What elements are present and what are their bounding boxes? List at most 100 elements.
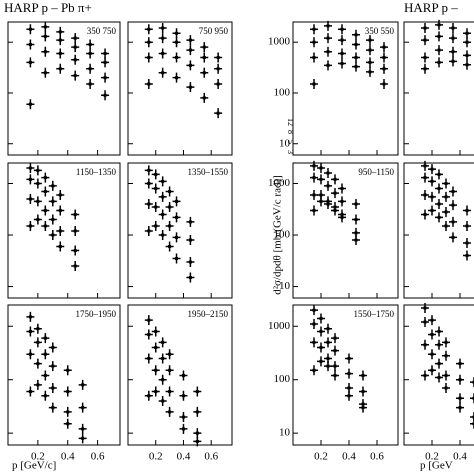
data-point: [81, 383, 85, 387]
data-point: [161, 233, 165, 237]
data-point: [465, 224, 469, 228]
data-point: [88, 82, 92, 86]
data-point: [43, 71, 47, 75]
data-point: [451, 235, 455, 239]
data-point: [66, 390, 70, 394]
data-point: [161, 399, 165, 403]
data-point: [333, 349, 337, 353]
data-point: [51, 199, 55, 203]
panel-label: 1750–1950: [76, 309, 117, 319]
data-point: [333, 373, 337, 377]
data-point: [437, 343, 441, 347]
data-point: [147, 394, 151, 398]
data-point: [451, 220, 455, 224]
data-point: [161, 26, 165, 30]
data-point: [88, 43, 92, 47]
data-point: [326, 36, 330, 40]
data-point: [319, 316, 323, 320]
data-point: [43, 189, 47, 193]
data-point: [437, 375, 441, 379]
data-point: [51, 406, 55, 410]
data-point: [472, 422, 474, 426]
data-point: [354, 238, 358, 242]
data-point: [147, 333, 151, 337]
plot-frame: [7, 304, 121, 446]
data-point: [312, 82, 316, 86]
data-point: [161, 179, 165, 183]
data-point: [161, 51, 165, 55]
data-point: [188, 238, 192, 242]
data-point: [88, 51, 92, 55]
y-tick-label: 100: [274, 373, 291, 385]
data-point: [168, 224, 172, 228]
data-point: [319, 177, 323, 181]
data-point: [361, 406, 365, 410]
data-point: [444, 340, 448, 344]
data-point: [451, 26, 455, 30]
y-tick-label: 1000: [268, 320, 291, 332]
data-point: [465, 63, 469, 67]
data-point: [168, 352, 172, 356]
data-point: [195, 431, 199, 435]
data-point: [437, 215, 441, 219]
data-point: [36, 182, 40, 186]
data-point: [347, 394, 351, 398]
data-point: [472, 415, 474, 419]
data-point: [312, 164, 316, 168]
data-point: [333, 364, 337, 368]
plot-frame: [127, 304, 233, 446]
data-point: [154, 329, 158, 333]
data-point: [347, 372, 351, 376]
panel-label: 350 550: [365, 26, 395, 36]
data-point: [66, 422, 70, 426]
data-point: [423, 343, 427, 347]
data-point: [361, 373, 365, 377]
data-point: [472, 380, 474, 384]
data-point: [326, 340, 330, 344]
data-point: [430, 318, 434, 322]
y-tick-label: 10: [279, 137, 291, 149]
plot-frame: [292, 21, 399, 156]
data-point: [161, 195, 165, 199]
data-point: [326, 364, 330, 368]
y-tick-label: 1000: [268, 36, 291, 48]
data-point: [326, 171, 330, 175]
plot-frame: [127, 21, 233, 156]
data-point: [354, 202, 358, 206]
data-point: [202, 71, 206, 75]
data-point: [161, 36, 165, 40]
data-point: [333, 336, 337, 340]
data-point: [168, 410, 172, 414]
data-point: [437, 329, 441, 333]
data-point: [423, 164, 427, 168]
data-point: [154, 172, 158, 176]
data-point: [168, 390, 172, 394]
data-point: [188, 38, 192, 42]
data-point: [51, 346, 55, 350]
data-point: [73, 58, 77, 62]
legend-label: 8: [286, 130, 295, 134]
data-point: [361, 390, 365, 394]
data-point: [423, 373, 427, 377]
data-point: [51, 386, 55, 390]
data-point: [43, 224, 47, 228]
data-point: [472, 396, 474, 400]
data-point: [437, 34, 441, 38]
data-point: [36, 199, 40, 203]
data-point: [147, 229, 151, 233]
data-point: [43, 50, 47, 54]
y-axis-label: d²σ/dpdθ [mb/(GeV/c rad)]: [272, 175, 284, 295]
data-point: [216, 67, 220, 71]
data-point: [168, 244, 172, 248]
data-point: [340, 199, 344, 203]
data-point: [28, 60, 32, 64]
data-point: [340, 38, 344, 42]
data-point: [195, 390, 199, 394]
data-point: [354, 65, 358, 69]
data-point: [423, 193, 427, 197]
data-point: [437, 60, 441, 64]
data-point: [444, 210, 448, 214]
data-point: [354, 218, 358, 222]
data-point: [470, 393, 474, 404]
